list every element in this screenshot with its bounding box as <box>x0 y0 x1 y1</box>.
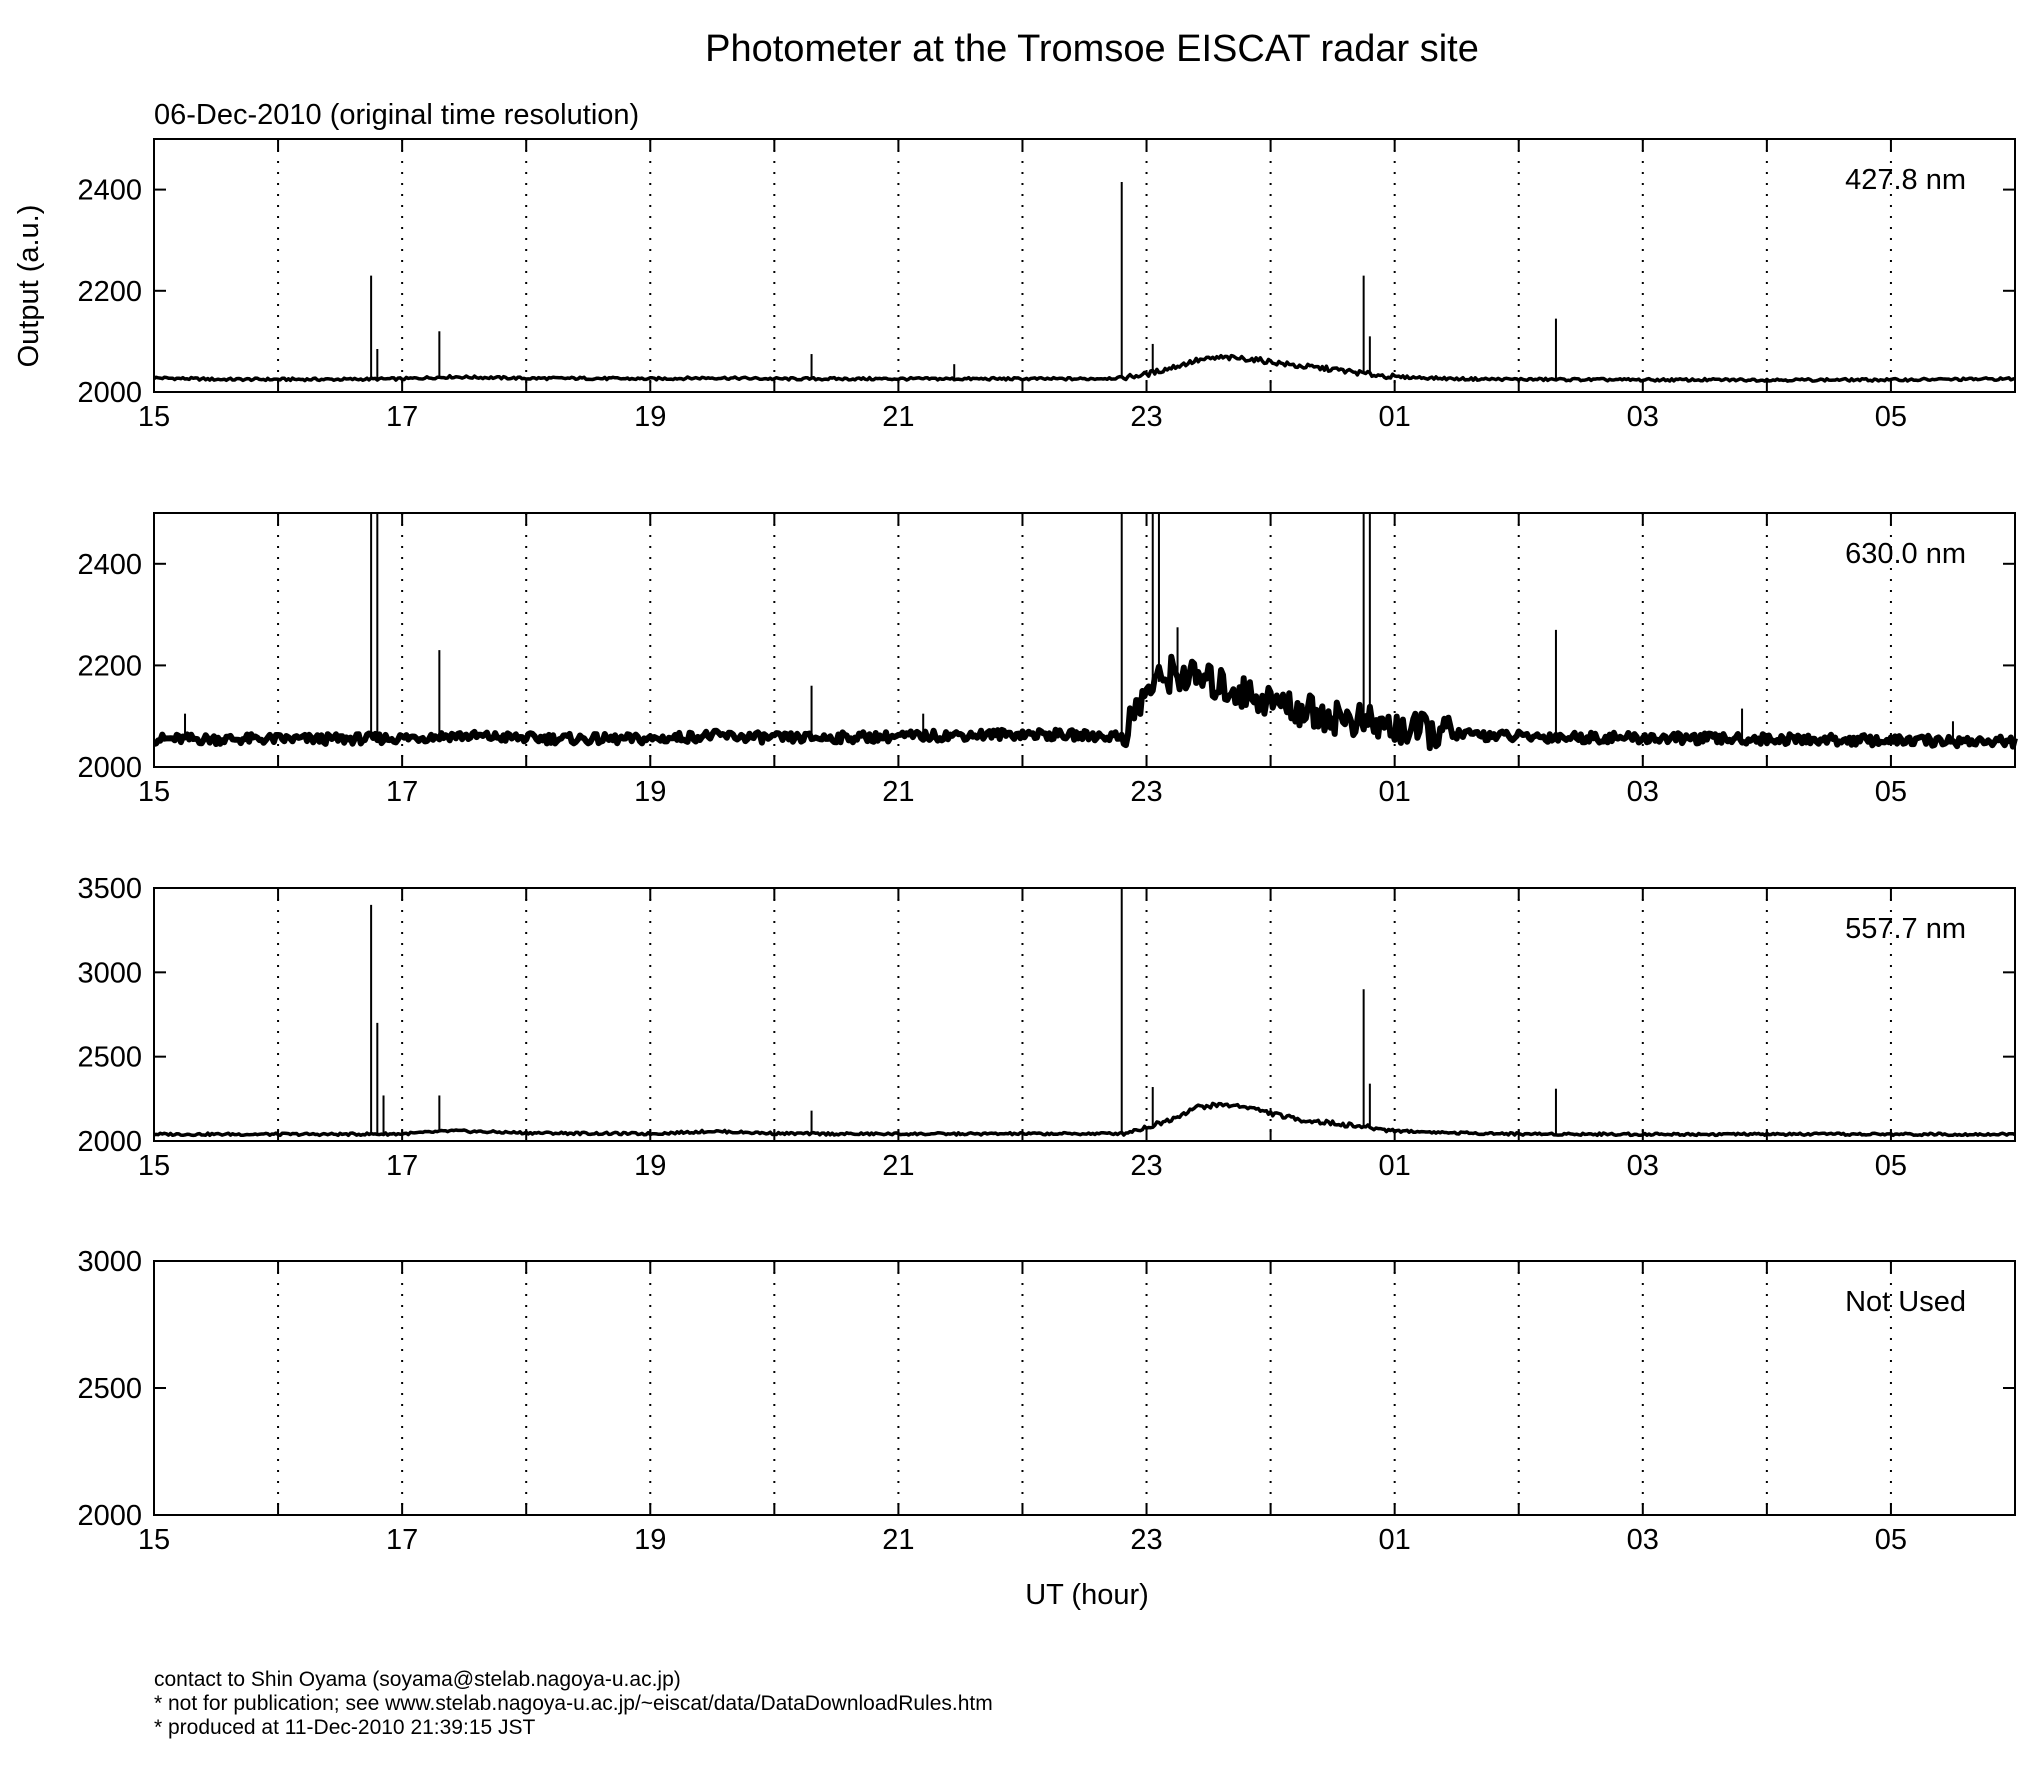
y-tick-label: 3500 <box>77 873 142 905</box>
x-tick-label: 17 <box>386 401 418 433</box>
panel-label: 557.7 nm <box>1845 913 1966 945</box>
figure-title: Photometer at the Tromsoe EISCAT radar s… <box>705 28 1479 70</box>
y-tick-label: 2000 <box>77 1126 142 1158</box>
axes-frame <box>153 887 2016 1142</box>
x-tick-label: 03 <box>1627 1524 1659 1556</box>
x-tick-label: 15 <box>138 776 170 808</box>
x-tick-label: 01 <box>1379 1150 1411 1182</box>
y-tick-label: 2000 <box>77 377 142 409</box>
panel-3: 15 17 19 21 23 01 03 05 2000 2500 3000 3500 557.7 nm <box>77 873 2016 1182</box>
x-tick-label: 05 <box>1875 401 1907 433</box>
footer-produced-time: * produced at 11-Dec-2010 21:39:15 JST <box>154 1716 536 1739</box>
plot-area <box>154 888 2015 1141</box>
x-tick-label: 03 <box>1627 401 1659 433</box>
panels: 15 17 19 21 23 01 03 05 2000 2200 2400 427.8 nm 15 17… <box>77 138 2018 1556</box>
x-tick-label: 03 <box>1627 776 1659 808</box>
y-tick-label: 2000 <box>77 1500 142 1532</box>
panel-label: 427.8 nm <box>1845 164 1966 196</box>
series-line <box>153 1101 2016 1138</box>
plot-area <box>154 1261 2015 1515</box>
panel-label: Not Used <box>1845 1286 1966 1318</box>
x-tick-label: 23 <box>1130 1150 1162 1182</box>
x-tick-label: 21 <box>882 776 914 808</box>
axes-frame <box>153 138 2016 393</box>
footer-contact: contact to Shin Oyama (soyama@stelab.nag… <box>154 1668 681 1691</box>
x-tick-label: 21 <box>882 1524 914 1556</box>
y-tick-label: 2000 <box>77 752 142 784</box>
x-tick-label: 15 <box>138 1524 170 1556</box>
x-tick-label: 19 <box>634 1150 666 1182</box>
x-tick-label: 01 <box>1379 401 1411 433</box>
series-line <box>153 653 2018 752</box>
x-tick-label: 23 <box>1130 401 1162 433</box>
panel-2: 15 17 19 21 23 01 03 05 2000 2200 2400 630.0 nm <box>77 512 2018 808</box>
plot-area <box>154 139 2015 392</box>
x-tick-label: 01 <box>1379 776 1411 808</box>
x-tick-label: 21 <box>882 1150 914 1182</box>
x-tick-label: 19 <box>634 401 666 433</box>
x-tick-label: 05 <box>1875 776 1907 808</box>
y-tick-label: 3000 <box>77 957 142 989</box>
x-tick-label: 15 <box>138 1150 170 1182</box>
y-tick-label: 2400 <box>77 549 142 581</box>
series-line <box>153 353 2016 383</box>
panel-label: 630.0 nm <box>1845 538 1966 570</box>
x-tick-label: 23 <box>1130 1524 1162 1556</box>
x-tick-label: 19 <box>634 776 666 808</box>
x-tick-label: 17 <box>386 1150 418 1182</box>
panel-1: 15 17 19 21 23 01 03 05 2000 2200 2400 427.8 nm <box>77 138 2016 433</box>
x-tick-label: 15 <box>138 401 170 433</box>
plot-area <box>154 513 2015 767</box>
y-tick-label: 2500 <box>77 1373 142 1405</box>
x-axis-label: UT (hour) <box>1025 1579 1149 1611</box>
y-tick-label: 2400 <box>77 175 142 207</box>
y-tick-label: 3000 <box>77 1246 142 1278</box>
x-tick-label: 01 <box>1379 1524 1411 1556</box>
x-tick-label: 05 <box>1875 1150 1907 1182</box>
panel-4: 15 17 19 21 23 01 03 05 2000 2500 3000 Not Used <box>77 1246 2016 1556</box>
y-tick-label: 2500 <box>77 1042 142 1074</box>
y-tick-label: 2200 <box>77 276 142 308</box>
x-tick-label: 19 <box>634 1524 666 1556</box>
x-tick-label: 23 <box>1130 776 1162 808</box>
footer: contact to Shin Oyama (soyama@stelab.nag… <box>154 1668 993 1740</box>
footer-publication-note: * not for publication; see www.stelab.na… <box>154 1692 993 1715</box>
figure-subtitle: 06-Dec-2010 (original time resolution) <box>154 99 639 131</box>
x-tick-label: 05 <box>1875 1524 1907 1556</box>
x-tick-label: 17 <box>386 1524 418 1556</box>
axes-frame <box>153 512 2016 768</box>
x-tick-label: 03 <box>1627 1150 1659 1182</box>
x-tick-label: 21 <box>882 401 914 433</box>
y-tick-label: 2200 <box>77 650 142 682</box>
x-tick-label: 17 <box>386 776 418 808</box>
y-axis-label: Output (a.u.) <box>13 205 45 368</box>
